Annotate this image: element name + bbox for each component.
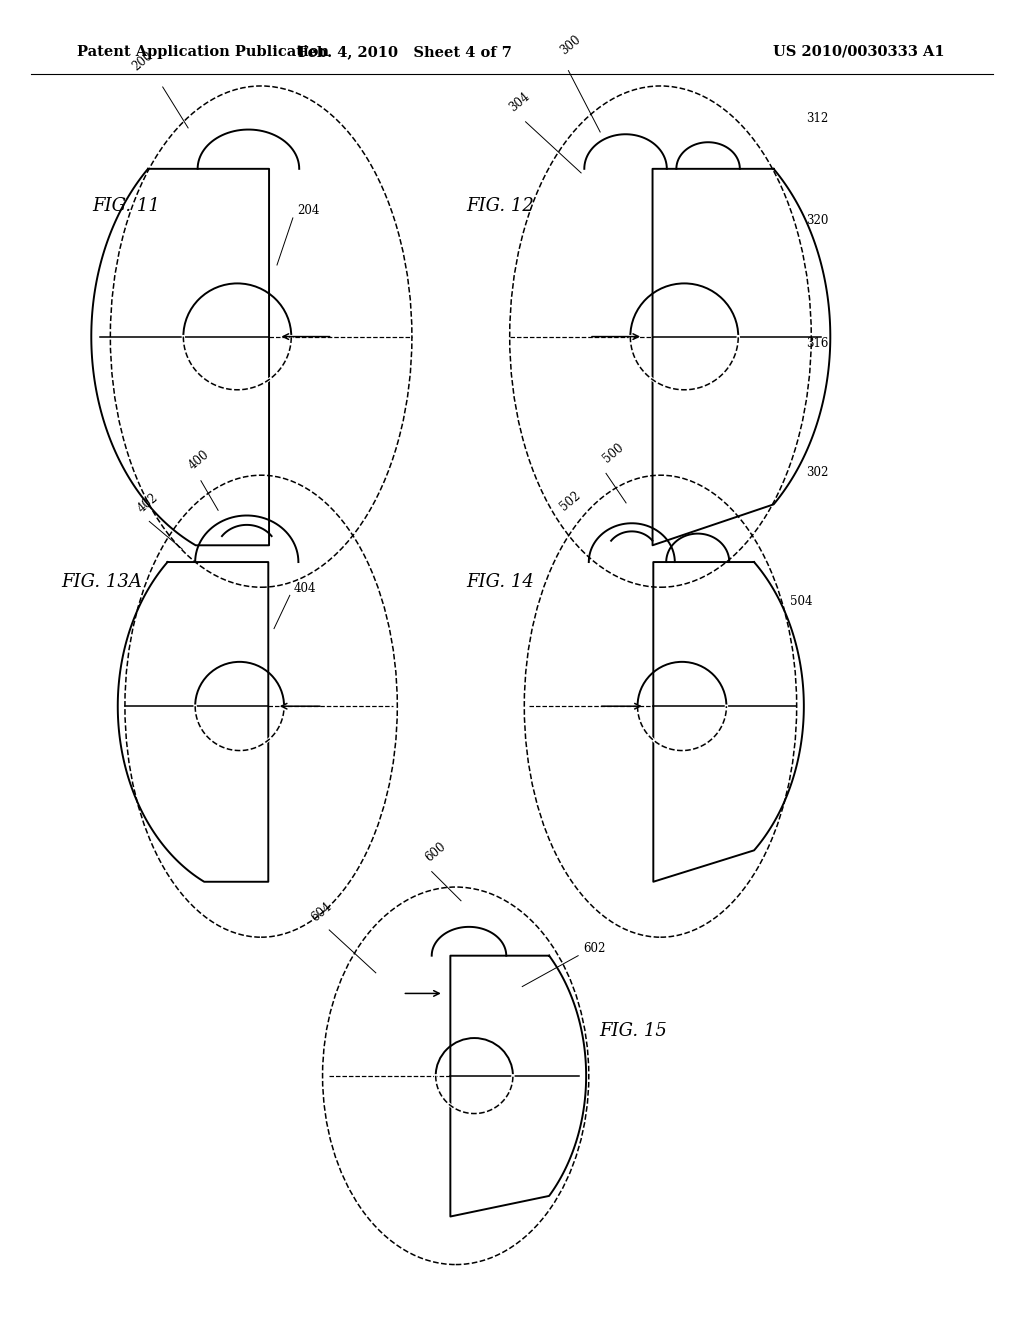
Text: 502: 502 [557,488,583,513]
Text: 204: 204 [298,203,321,216]
Text: FIG. 15: FIG. 15 [599,1022,667,1040]
Text: Patent Application Publication: Patent Application Publication [77,45,329,59]
Text: 404: 404 [294,582,316,594]
Text: US 2010/0030333 A1: US 2010/0030333 A1 [773,45,945,59]
Text: FIG. 13A: FIG. 13A [61,573,142,591]
Text: 300: 300 [557,33,583,57]
Text: 500: 500 [600,441,626,465]
Text: 504: 504 [790,594,812,607]
Text: FIG. 11: FIG. 11 [92,197,160,215]
Text: FIG. 14: FIG. 14 [466,573,534,591]
Text: 200: 200 [129,49,155,74]
Text: 402: 402 [135,491,161,515]
Text: 604: 604 [309,900,335,924]
Text: 600: 600 [422,840,447,865]
Text: 312: 312 [807,112,828,125]
Text: FIG. 12: FIG. 12 [466,197,534,215]
Text: Feb. 4, 2010   Sheet 4 of 7: Feb. 4, 2010 Sheet 4 of 7 [298,45,511,59]
Text: 316: 316 [807,337,828,350]
Text: 602: 602 [584,942,606,956]
Text: 302: 302 [807,466,828,479]
Text: 304: 304 [507,90,532,115]
Text: 400: 400 [186,449,212,473]
Text: 320: 320 [807,214,828,227]
